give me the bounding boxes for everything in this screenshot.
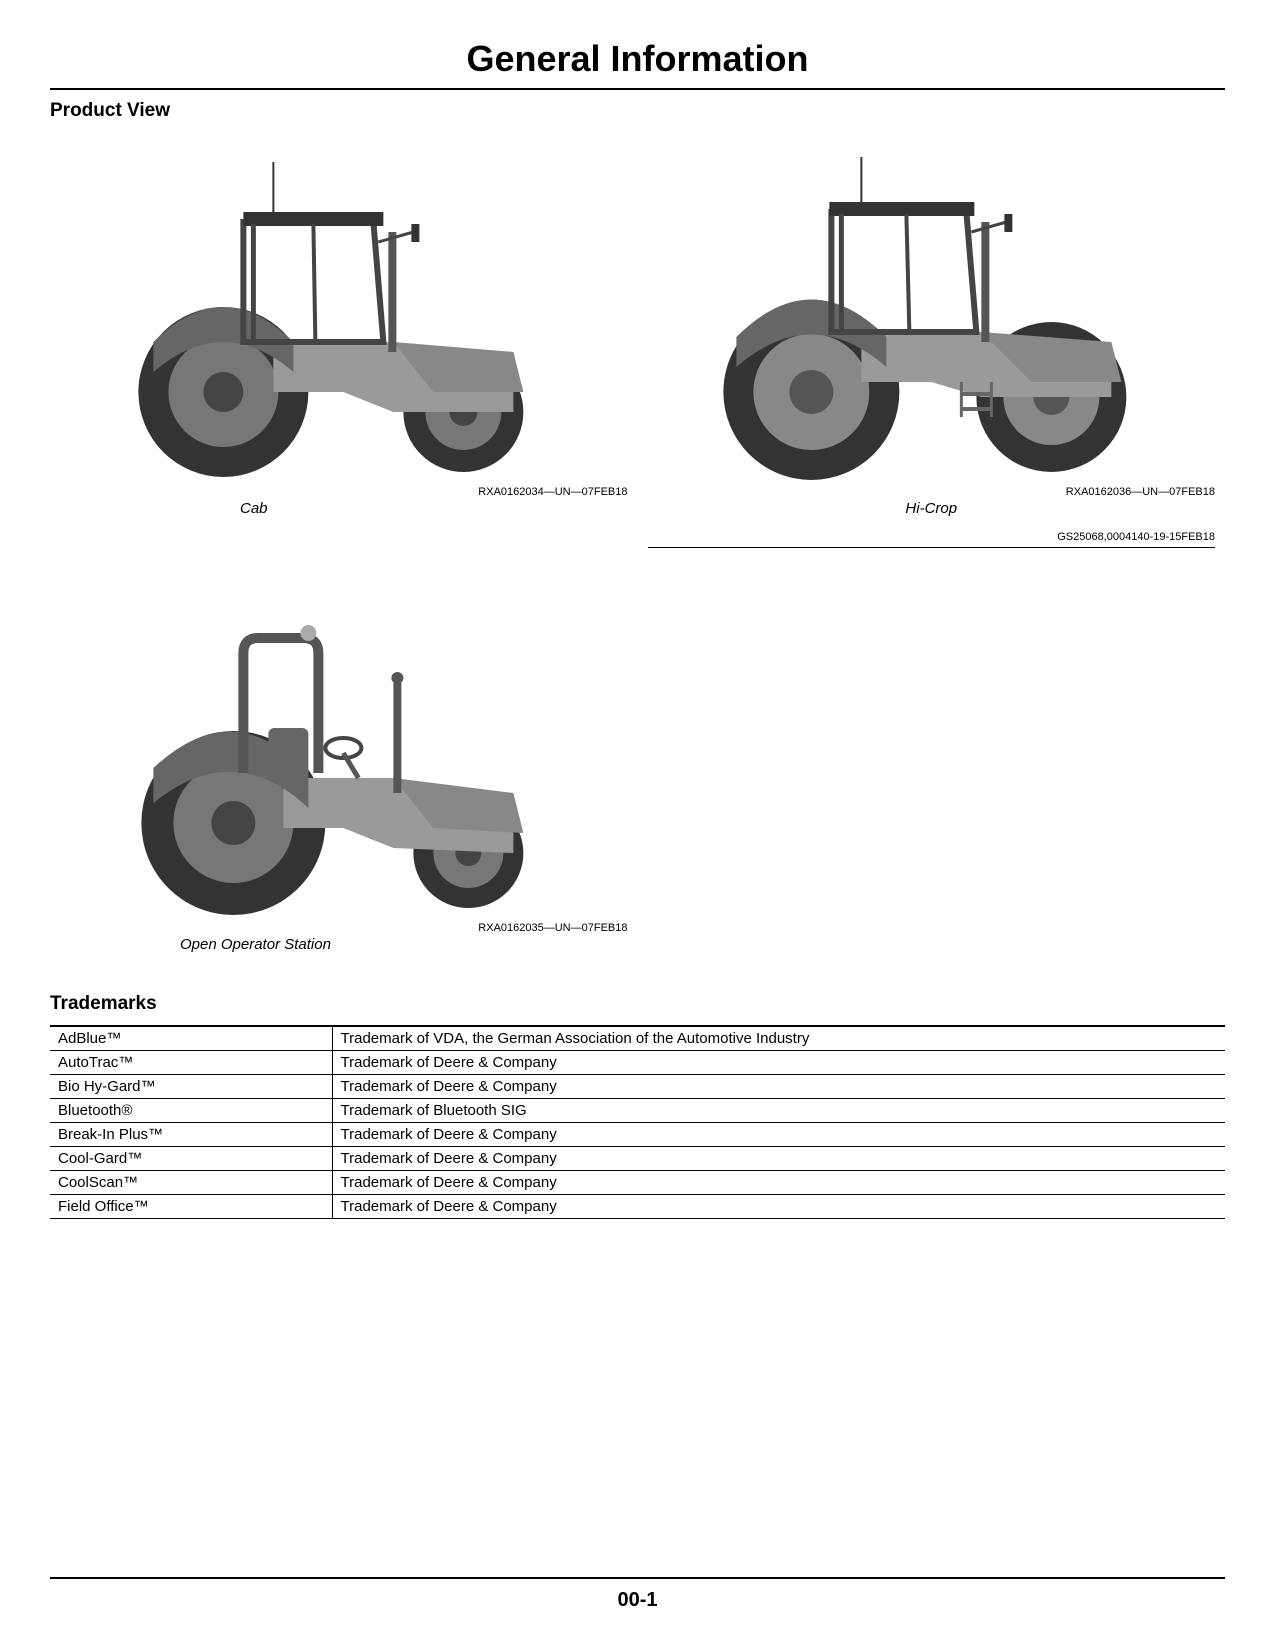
product-cell-cab: RXA0162034—UN—07FEB18 Cab — [50, 132, 638, 568]
tractor-image-hicrop — [648, 142, 1216, 482]
caption-cab: Cab — [60, 500, 628, 517]
trademark-name: Bluetooth® — [50, 1099, 332, 1123]
trademark-desc: Trademark of Deere & Company — [332, 1123, 1225, 1147]
table-row: Bluetooth®Trademark of Bluetooth SIG — [50, 1099, 1225, 1123]
image-id-hicrop: RXA0162036—UN—07FEB18 — [648, 486, 1216, 498]
tractor-image-oos — [60, 578, 628, 918]
page-title: General Information — [50, 38, 1225, 90]
trademarks-table: AdBlue™Trademark of VDA, the German Asso… — [50, 1025, 1225, 1219]
trademark-name: Bio Hy-Gard™ — [50, 1075, 332, 1099]
tractor-image-cab — [60, 142, 628, 482]
tractor-oos-icon — [88, 578, 599, 918]
table-row: CoolScan™Trademark of Deere & Company — [50, 1171, 1225, 1195]
tractor-cab-icon — [88, 142, 599, 482]
caption-oos: Open Operator Station — [60, 936, 628, 953]
table-row: Break-In Plus™Trademark of Deere & Compa… — [50, 1123, 1225, 1147]
table-row: Cool-Gard™Trademark of Deere & Company — [50, 1147, 1225, 1171]
trademark-desc: Trademark of VDA, the German Association… — [332, 1026, 1225, 1051]
trademark-desc: Trademark of Deere & Company — [332, 1051, 1225, 1075]
table-row: AdBlue™Trademark of VDA, the German Asso… — [50, 1026, 1225, 1051]
product-view-heading: Product View — [50, 100, 1225, 122]
table-row: Field Office™Trademark of Deere & Compan… — [50, 1195, 1225, 1219]
image-id-oos: RXA0162035—UN—07FEB18 — [60, 922, 628, 934]
trademark-desc: Trademark of Deere & Company — [332, 1195, 1225, 1219]
page-footer: 00-1 — [50, 1577, 1225, 1612]
trademark-desc: Trademark of Bluetooth SIG — [332, 1099, 1225, 1123]
caption-hicrop: Hi-Crop — [648, 500, 1216, 517]
trademark-desc: Trademark of Deere & Company — [332, 1075, 1225, 1099]
trademark-name: Cool-Gard™ — [50, 1147, 332, 1171]
trademark-desc: Trademark of Deere & Company — [332, 1171, 1225, 1195]
tractor-hicrop-icon — [676, 142, 1187, 482]
trademark-name: AutoTrac™ — [50, 1051, 332, 1075]
trademark-name: AdBlue™ — [50, 1026, 332, 1051]
trademark-desc: Trademark of Deere & Company — [332, 1147, 1225, 1171]
trademark-name: Break-In Plus™ — [50, 1123, 332, 1147]
table-row: AutoTrac™Trademark of Deere & Company — [50, 1051, 1225, 1075]
product-view-grid: RXA0162034—UN—07FEB18 Cab — [50, 132, 1225, 973]
product-cell-oos: RXA0162035—UN—07FEB18 Open Operator Stat… — [50, 568, 638, 973]
trademark-name: Field Office™ — [50, 1195, 332, 1219]
table-row: Bio Hy-Gard™Trademark of Deere & Company — [50, 1075, 1225, 1099]
page-number: 00-1 — [617, 1589, 657, 1611]
doc-id-hicrop: GS25068,0004140-19-15FEB18 — [648, 531, 1216, 543]
image-id-cab: RXA0162034—UN—07FEB18 — [60, 486, 628, 498]
trademarks-heading: Trademarks — [50, 993, 1225, 1015]
trademark-name: CoolScan™ — [50, 1171, 332, 1195]
product-cell-hicrop: RXA0162036—UN—07FEB18 Hi-Crop GS25068,00… — [638, 132, 1226, 568]
